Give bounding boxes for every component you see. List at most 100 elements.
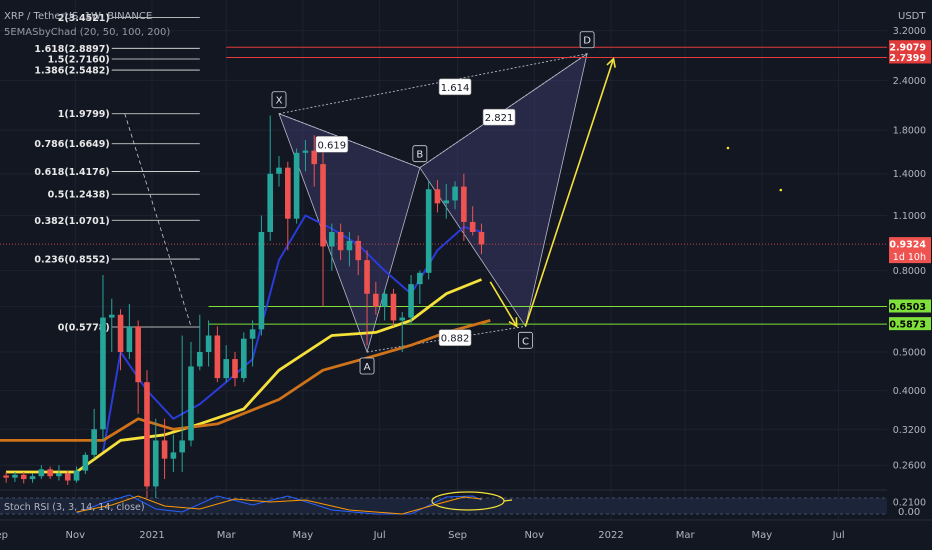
candle-body — [320, 164, 326, 247]
stoch-rsi-value: 0.00 — [898, 507, 921, 518]
ratio-box — [438, 78, 472, 96]
pattern-point-box — [579, 31, 595, 49]
candle-body — [20, 474, 27, 480]
candle-body — [302, 150, 309, 153]
fib-label: 0.786(1.6649) — [34, 139, 109, 150]
ratio-label: 0.882 — [441, 334, 470, 345]
ratio-label: 2.821 — [485, 113, 514, 124]
fib-anchor-line — [124, 113, 192, 327]
marker-dot — [726, 146, 730, 150]
candle-body — [417, 272, 423, 285]
ratio-box — [315, 136, 349, 153]
candle-body — [461, 186, 467, 222]
time-tick-label: Sep — [448, 530, 467, 541]
ema-line — [0, 319, 491, 442]
price-badge — [889, 237, 931, 264]
fib-label: 2(3.4521) — [58, 13, 110, 24]
symbol-title[interactable]: XRP / TetherUS, 1W, BINANCE — [4, 11, 153, 22]
candle-body — [425, 189, 432, 273]
candle-body — [329, 232, 335, 247]
ema-line — [6, 278, 483, 474]
pattern-point-box — [359, 357, 375, 375]
price-axis: 5.00004.00003.20002.40001.80001.40001.10… — [887, 0, 932, 550]
fib-label: 0(0.5778) — [58, 322, 110, 333]
price-badge — [889, 40, 931, 54]
pattern-point-x: X — [276, 96, 283, 107]
candle-body — [249, 329, 256, 339]
price-badge-label: 0.6503 — [889, 302, 926, 313]
candle-body — [373, 293, 379, 307]
price-badge — [889, 299, 931, 313]
candle-body — [276, 167, 282, 174]
pattern-point-b: B — [416, 150, 423, 161]
candle-body — [232, 359, 238, 379]
marker-dot — [779, 188, 783, 192]
candle-body — [188, 366, 194, 441]
candle-body — [29, 476, 36, 480]
time-tick-label: Nov — [525, 530, 545, 541]
price-tick-label: 0.5000 — [893, 348, 926, 359]
fib-label: 1.386(2.5482) — [34, 66, 109, 77]
candle-body — [100, 317, 106, 430]
price-tick-label: 0.4000 — [893, 386, 926, 397]
candle-body — [179, 440, 185, 453]
price-badge-label: 2.7399 — [889, 53, 926, 64]
candle-body — [12, 474, 18, 478]
price-badge-label: 0.5873 — [889, 320, 926, 331]
candle-body — [108, 314, 115, 318]
projection-arrows — [489, 57, 616, 328]
stoch-rsi-pane — [0, 489, 932, 515]
candle-body — [364, 260, 370, 294]
pattern-point-a: A — [364, 362, 371, 373]
time-tick-label: 2021 — [139, 530, 164, 541]
candle-body — [285, 167, 291, 219]
candle-body — [38, 469, 45, 477]
fib-label: 0.618(1.4176) — [34, 167, 109, 178]
horizontal-levels — [0, 46, 887, 325]
arrow-head-up — [606, 57, 616, 68]
candle-body — [82, 454, 89, 471]
candle-body — [469, 221, 476, 232]
time-tick-label: Nov — [66, 530, 86, 541]
candle-body — [47, 469, 53, 477]
candle-body — [91, 429, 97, 455]
pattern-point-labels: X A B C D 0.619 0.882 1.614 2.821 — [271, 31, 783, 375]
price-badge-sub: 1d 10h — [893, 252, 926, 263]
ratio-box — [438, 329, 472, 346]
stoch-rsi-label[interactable]: Stoch RSI (3, 3, 14, 14, close) — [4, 502, 145, 513]
price-tick-label: 1.4000 — [893, 169, 926, 180]
candle-body — [434, 189, 441, 204]
pattern-point-c: C — [522, 336, 529, 347]
price-tick-label: 1.1000 — [893, 211, 926, 222]
price-axis-bg — [887, 0, 932, 550]
time-tick-label: Jul — [832, 530, 845, 541]
time-tick-label: May — [752, 530, 773, 541]
candle-body — [117, 314, 124, 352]
price-tick-label: 2.4000 — [893, 76, 926, 87]
ratio-label: 1.614 — [441, 83, 470, 94]
candle-body — [3, 475, 9, 478]
candle-body — [390, 293, 397, 321]
price-tick-label: 0.2600 — [893, 461, 926, 472]
candle-body — [196, 352, 203, 367]
time-tick-label: Mar — [217, 530, 237, 541]
stoch-rsi-band — [0, 498, 887, 514]
candle-body — [355, 240, 362, 261]
candle-body — [399, 317, 406, 321]
ratio-box — [482, 108, 516, 126]
pattern-point-box — [271, 91, 287, 109]
candle-body — [258, 232, 265, 330]
candle-body — [478, 232, 485, 245]
stoch-d-line — [76, 495, 482, 515]
time-axis: Sep Nov 2021 Mar May Jul Sep Nov 2022 Mar May Jul — [0, 519, 932, 550]
indicator-title[interactable]: 5EMASbyChad (20, 50, 100, 200) — [4, 27, 171, 38]
candle-body — [241, 338, 247, 379]
fib-label: 1.5(2.7160) — [48, 55, 110, 66]
stoch-highlight-tail — [503, 499, 513, 502]
candle-body — [443, 200, 450, 204]
candle-body — [126, 326, 133, 352]
candle-body — [223, 359, 229, 379]
currency-label: USDT — [898, 11, 926, 22]
